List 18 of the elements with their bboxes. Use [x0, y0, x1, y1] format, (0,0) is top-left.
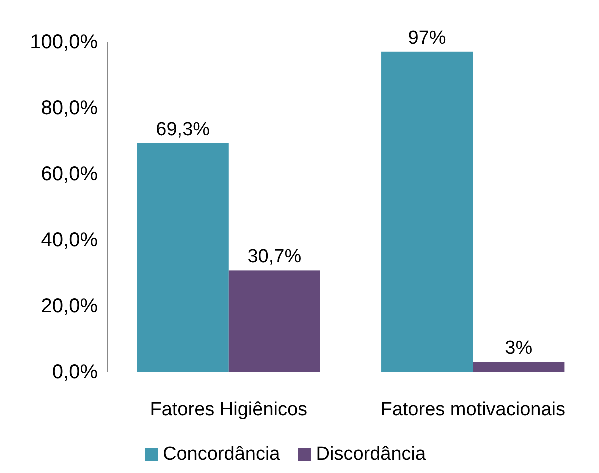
y-tick-label: 100,0%: [30, 31, 98, 54]
y-tick-label: 0,0%: [52, 361, 98, 384]
data-label: 97%: [408, 28, 446, 49]
legend-label: Discordância: [316, 444, 427, 465]
x-tick-label: Fatores motivacionais: [380, 399, 566, 420]
data-label: 3%: [505, 338, 533, 360]
bar: [473, 362, 565, 372]
bar: [137, 143, 229, 372]
legend-label: Concordância: [163, 444, 281, 465]
y-tick-label: 80,0%: [41, 97, 98, 120]
data-label: 30,7%: [248, 246, 302, 268]
y-tick-label: 60,0%: [41, 163, 98, 186]
x-tick-label: Fatores Higiênicos: [150, 399, 308, 420]
y-tick-label: 40,0%: [41, 229, 98, 252]
bar: [228, 270, 320, 372]
y-tick-label: 20,0%: [41, 295, 98, 318]
data-label: 69,3%: [156, 119, 210, 140]
bar: [382, 52, 474, 372]
